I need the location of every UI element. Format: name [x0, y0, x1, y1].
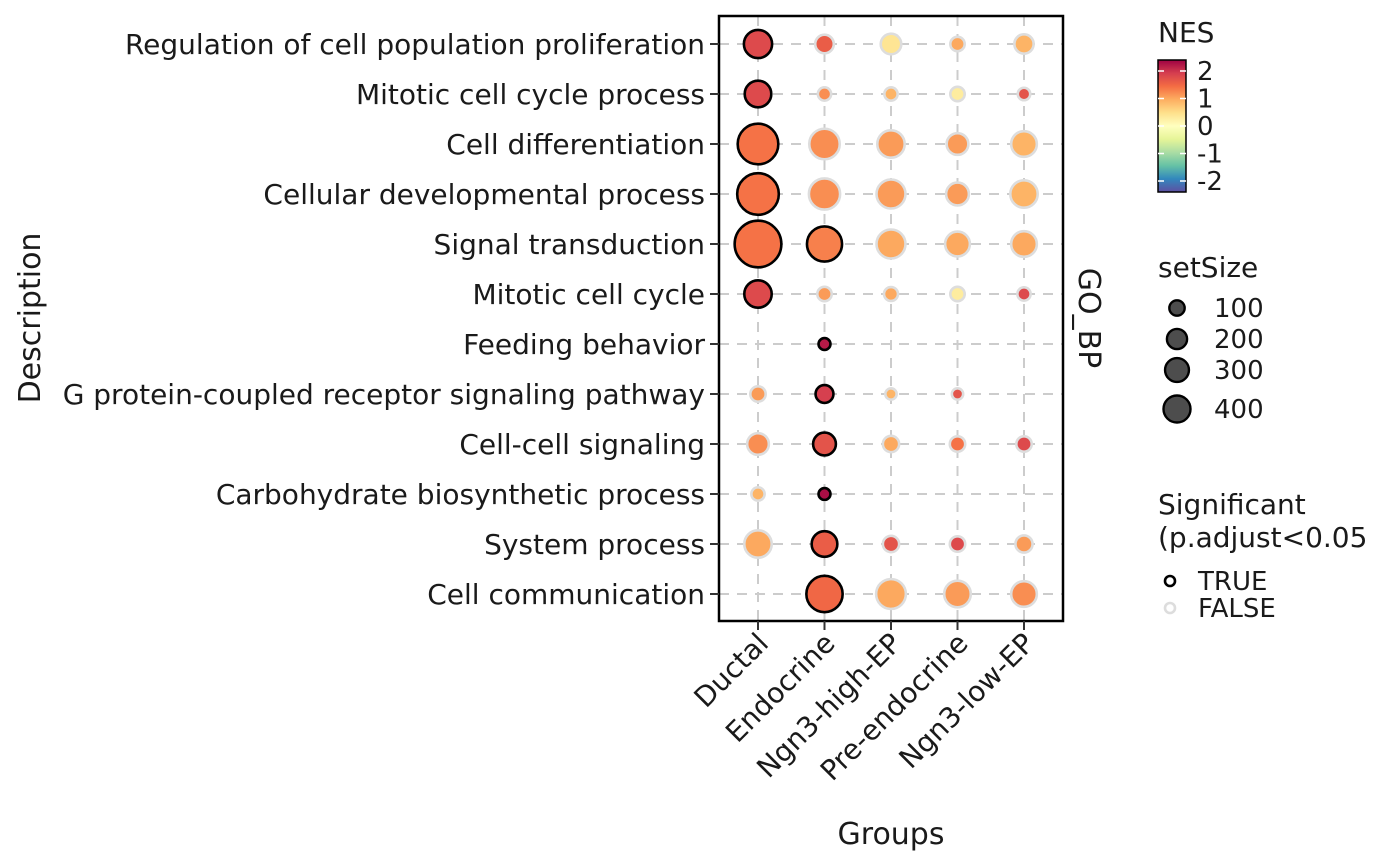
point-mitotic-cell-cycle-endocrine — [815, 285, 833, 303]
point-g-protein-coupled-receptor-signaling-pathway-endocrine — [814, 383, 835, 405]
point-carbohydrate-biosynthetic-process-ductal — [750, 486, 766, 502]
nes-tick-label: -2 — [1197, 167, 1223, 197]
point-cell-cell-signaling-pre-endocrine — [948, 434, 967, 453]
point-mitotic-cell-cycle-pre-endocrine — [948, 285, 966, 303]
point-mitotic-cell-cycle-process-ductal — [743, 79, 773, 109]
significance-key-true — [1163, 574, 1177, 588]
point-signal-transduction-ngn3-low-ep — [1009, 229, 1039, 259]
point-mitotic-cell-cycle-ngn3-low-ep — [1016, 286, 1032, 302]
y-tick-label-cell-differentiation: Cell differentiation — [446, 128, 705, 161]
point-mitotic-cell-cycle-ductal — [742, 278, 774, 310]
y-tick-label-mitotic-cell-cycle: Mitotic cell cycle — [472, 278, 705, 311]
point-g-protein-coupled-receptor-signaling-pathway-ngn3-high-ep — [884, 387, 898, 401]
setsize-legend-title: setSize — [1158, 251, 1258, 284]
point-system-process-ngn3-low-ep — [1014, 534, 1034, 554]
nes-tick-label: 0 — [1197, 112, 1214, 142]
y-tick-label-cell-communication: Cell communication — [427, 578, 705, 611]
y-tick-label-regulation-of-cell-population-proliferation: Regulation of cell population proliferat… — [125, 28, 705, 61]
point-cellular-developmental-process-ductal — [735, 171, 781, 217]
point-cellular-developmental-process-endocrine — [807, 177, 842, 211]
x-axis-title: Groups — [838, 817, 945, 852]
size-legend-label-100: 100 — [1214, 294, 1264, 324]
point-cell-cell-signaling-ngn3-low-ep — [1014, 434, 1033, 453]
nes-legend-title: NES — [1158, 16, 1214, 49]
size-legend-key-300 — [1163, 356, 1191, 384]
point-cell-differentiation-ductal — [736, 122, 780, 166]
point-g-protein-coupled-receptor-signaling-pathway-ductal — [748, 384, 767, 403]
y-tick-label-carbohydrate-biosynthetic-process: Carbohydrate biosynthetic process — [216, 478, 705, 511]
significance-legend-title: Significant — [1158, 488, 1306, 521]
point-cell-communication-ngn3-low-ep — [1009, 579, 1039, 609]
y-tick-label-cellular-developmental-process: Cellular developmental process — [263, 178, 705, 211]
nes-tick-label: 1 — [1197, 85, 1214, 115]
nes-tick-label: -1 — [1197, 140, 1223, 170]
point-mitotic-cell-cycle-ngn3-high-ep — [882, 285, 900, 303]
point-mitotic-cell-cycle-process-pre-endocrine — [948, 85, 966, 103]
point-signal-transduction-pre-endocrine — [943, 230, 972, 258]
significance-label-true: TRUE — [1197, 567, 1267, 597]
point-signal-transduction-ngn3-high-ep — [875, 228, 907, 260]
point-g-protein-coupled-receptor-signaling-pathway-pre-endocrine — [950, 387, 965, 401]
point-feeding-behavior-endocrine — [817, 336, 832, 352]
y-tick-label-system-process: System process — [484, 528, 705, 561]
y-axis-title: Description — [13, 233, 48, 404]
point-system-process-ngn3-high-ep — [881, 534, 901, 554]
y-tick-label-mitotic-cell-cycle-process: Mitotic cell cycle process — [356, 78, 705, 111]
point-cellular-developmental-process-pre-endocrine — [944, 181, 971, 207]
size-legend-key-100 — [1168, 299, 1186, 317]
point-cell-communication-endocrine — [805, 574, 844, 614]
point-regulation-of-cell-population-proliferation-ductal — [742, 28, 774, 60]
point-system-process-ductal — [742, 528, 774, 560]
point-cell-cell-signaling-ductal — [745, 431, 771, 457]
point-cell-differentiation-ngn3-high-ep — [875, 128, 907, 160]
y-tick-label-cell-cell-signaling: Cell-cell signaling — [459, 428, 705, 461]
point-cell-cell-signaling-endocrine — [811, 431, 838, 457]
point-regulation-of-cell-population-proliferation-pre-endocrine — [948, 35, 966, 53]
point-cell-differentiation-ngn3-low-ep — [1009, 129, 1039, 159]
point-cell-cell-signaling-ngn3-high-ep — [881, 434, 901, 454]
size-legend-label-300: 300 — [1214, 356, 1264, 386]
point-mitotic-cell-cycle-process-ngn3-high-ep — [883, 86, 899, 102]
point-cellular-developmental-process-ngn3-high-ep — [875, 178, 907, 210]
point-system-process-endocrine — [810, 529, 839, 559]
point-regulation-of-cell-population-proliferation-ngn3-high-ep — [879, 32, 903, 56]
point-mitotic-cell-cycle-process-endocrine — [816, 86, 833, 102]
size-legend-key-200 — [1165, 327, 1189, 351]
point-cell-differentiation-endocrine — [807, 127, 842, 161]
size-legend-label-400: 400 — [1214, 395, 1264, 425]
y-tick-label-signal-transduction: Signal transduction — [434, 228, 705, 261]
point-regulation-of-cell-population-proliferation-ngn3-low-ep — [1013, 33, 1035, 55]
point-carbohydrate-biosynthetic-process-endocrine — [817, 486, 832, 502]
facet-strip-label: GO_BP — [1071, 268, 1106, 369]
size-legend-key-400 — [1162, 394, 1192, 424]
point-cell-communication-ngn3-high-ep — [874, 577, 908, 611]
nes-tick-label: 2 — [1197, 57, 1214, 87]
point-signal-transduction-endocrine — [805, 225, 844, 263]
point-system-process-pre-endocrine — [948, 534, 967, 553]
point-cell-communication-pre-endocrine — [942, 579, 973, 609]
significance-legend-subtitle: (p.adjust<0.05 — [1158, 521, 1367, 554]
point-signal-transduction-ductal — [733, 219, 783, 269]
point-mitotic-cell-cycle-process-ngn3-low-ep — [1016, 86, 1032, 102]
point-cell-differentiation-pre-endocrine — [945, 131, 970, 157]
point-regulation-of-cell-population-proliferation-endocrine — [813, 33, 836, 55]
size-legend-label-200: 200 — [1214, 325, 1264, 355]
significance-label-false: FALSE — [1198, 594, 1276, 624]
point-cellular-developmental-process-ngn3-low-ep — [1008, 178, 1040, 210]
y-tick-label-g-protein-coupled-receptor-signaling-pathway: G protein-coupled receptor signaling pat… — [63, 378, 705, 411]
y-tick-label-feeding-behavior: Feeding behavior — [463, 328, 705, 361]
significance-key-false — [1163, 601, 1177, 615]
